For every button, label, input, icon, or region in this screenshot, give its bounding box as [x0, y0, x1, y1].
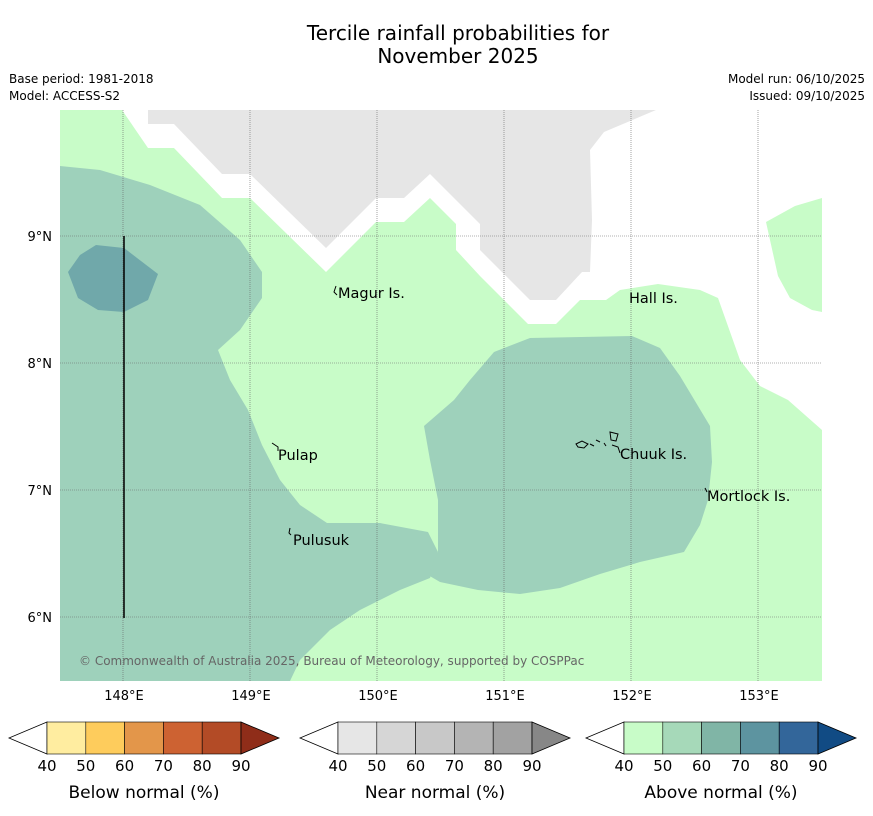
- near-normal-colorbar-tick: 70: [445, 757, 464, 775]
- above-normal-50-60-west-region: [60, 166, 438, 681]
- below-normal-colorbar-segment: [46, 721, 87, 755]
- lon-label-148e: 148°E: [104, 689, 144, 704]
- pulusuk-island-shape: [288, 527, 292, 536]
- below-normal-colorbar-segment: [163, 721, 203, 755]
- near-normal-colorbar-tick: 90: [522, 757, 541, 775]
- above-normal-colorbar-tick: 90: [808, 757, 827, 775]
- lat-label-9n: 9°N: [28, 230, 53, 245]
- above-normal-colorbar-segment: [701, 721, 741, 755]
- place-label-chuuk: Chuuk Is.: [620, 447, 687, 463]
- colorbars: 40 50 60 70 80 90 Below normal (%) 40 50 60 70 80 90…: [7, 721, 858, 803]
- above-normal-colorbar-segment: [623, 721, 664, 755]
- near-normal-colorbar-segment: [454, 721, 494, 755]
- copyright-notice: © Commonwealth of Australia 2025, Bureau…: [79, 654, 584, 668]
- above-normal-colorbar-tick: 50: [653, 757, 672, 775]
- lon-label-150e: 150°E: [358, 689, 398, 704]
- above-normal-colorbar-tick: 70: [731, 757, 750, 775]
- magur-island-shape: [333, 285, 338, 296]
- near-normal-colorbar-segment: [415, 721, 455, 755]
- map-area: [60, 110, 822, 681]
- lat-label-8n: 8°N: [28, 357, 53, 372]
- below-normal-colorbar-tick: 70: [154, 757, 173, 775]
- islands: [271, 285, 708, 536]
- below-normal-colorbar-tick: 60: [115, 757, 134, 775]
- above-normal-colorbar-max-extend: [817, 721, 858, 755]
- below-normal-colorbar: 40 50 60 70 80 90 Below normal (%): [7, 721, 281, 803]
- longitude-labels: 148°E 149°E 150°E 151°E 152°E 153°E: [104, 689, 779, 704]
- below-normal-colorbar-tick: 80: [193, 757, 212, 775]
- above-normal-colorbar: 40 50 60 70 80 90 Above normal (%): [584, 721, 858, 803]
- below-normal-colorbar-tick: 50: [76, 757, 95, 775]
- mortlock-island-shape: [704, 487, 708, 493]
- above-normal-colorbar-min-extend: [584, 721, 625, 755]
- above-normal-50-60-east-region: [424, 336, 712, 594]
- issued-date: Issued: 09/10/2025: [749, 89, 865, 103]
- above-normal-colorbar-segment: [778, 721, 819, 755]
- title-line-1: Tercile rainfall probabilities for: [306, 21, 610, 45]
- near-normal-colorbar-segment: [492, 721, 533, 755]
- map-title: Tercile rainfall probabilities for Novem…: [0, 22, 873, 68]
- pulap-island-shape: [271, 442, 279, 451]
- near-normal-colorbar-title: Near normal (%): [365, 783, 505, 803]
- model-run: Model run: 06/10/2025: [727, 72, 865, 86]
- near-normal-colorbar-tick: 40: [328, 757, 347, 775]
- metadata-right: Model run: 06/10/2025 Issued: 09/10/2025: [728, 71, 865, 105]
- near-normal-colorbar-tick: 80: [484, 757, 503, 775]
- place-label-hall: Hall Is.: [629, 291, 678, 307]
- graticule: [60, 110, 822, 681]
- model-name: Model: ACCESS-S2: [9, 89, 121, 103]
- title-line-2: November 2025: [377, 44, 539, 68]
- above-normal-colorbar-tick: 60: [692, 757, 711, 775]
- above-normal-colorbar-title: Above normal (%): [644, 783, 797, 803]
- lat-label-6n: 6°N: [28, 611, 53, 626]
- below-normal-colorbar-max-extend: [240, 721, 281, 755]
- chuuk-islands-shape: [575, 431, 621, 454]
- near-normal-colorbar-min-extend: [298, 721, 339, 755]
- below-normal-colorbar-tick: 40: [37, 757, 56, 775]
- place-label-pulap: Pulap: [278, 448, 318, 464]
- place-label-pulusuk: Pulusuk: [293, 533, 350, 549]
- above-normal-colorbar-segment: [662, 721, 702, 755]
- near-normal-colorbar-max-extend: [531, 721, 572, 755]
- near-normal-colorbar-tick: 50: [367, 757, 386, 775]
- place-label-magur: Magur Is.: [338, 286, 405, 302]
- below-normal-colorbar-segment: [124, 721, 164, 755]
- above-normal-colorbar-segment: [740, 721, 780, 755]
- lat-label-7n: 7°N: [28, 484, 53, 499]
- lon-label-149e: 149°E: [231, 689, 271, 704]
- near-normal-colorbar: 40 50 60 70 80 90 Near normal (%): [298, 721, 572, 803]
- lon-label-151e: 151°E: [485, 689, 525, 704]
- near-normal-colorbar-segment: [337, 721, 378, 755]
- below-normal-colorbar-segment: [201, 721, 242, 755]
- near-normal-40-50-region: [148, 110, 656, 300]
- lon-label-152e: 152°E: [612, 689, 652, 704]
- near-normal-colorbar-segment: [376, 721, 416, 755]
- place-labels: Magur Is. Hall Is. Pulap Chuuk Is. Mortl…: [278, 286, 790, 549]
- below-normal-colorbar-segment: [85, 721, 125, 755]
- below-normal-colorbar-title: Below normal (%): [69, 783, 220, 803]
- below-normal-colorbar-tick: 90: [231, 757, 250, 775]
- above-normal-colorbar-tick: 80: [770, 757, 789, 775]
- above-normal-60-70-region: [68, 245, 158, 312]
- latitude-labels: 9°N 8°N 7°N 6°N: [28, 230, 53, 626]
- place-label-mortlock: Mortlock Is.: [707, 489, 790, 505]
- near-normal-colorbar-tick: 60: [406, 757, 425, 775]
- lon-label-153e: 153°E: [739, 689, 779, 704]
- above-normal-colorbar-tick: 40: [614, 757, 633, 775]
- base-period: Base period: 1981-2018: [9, 72, 154, 86]
- below-normal-colorbar-min-extend: [7, 721, 48, 755]
- metadata-left: Base period: 1981-2018 Model: ACCESS-S2: [9, 71, 154, 105]
